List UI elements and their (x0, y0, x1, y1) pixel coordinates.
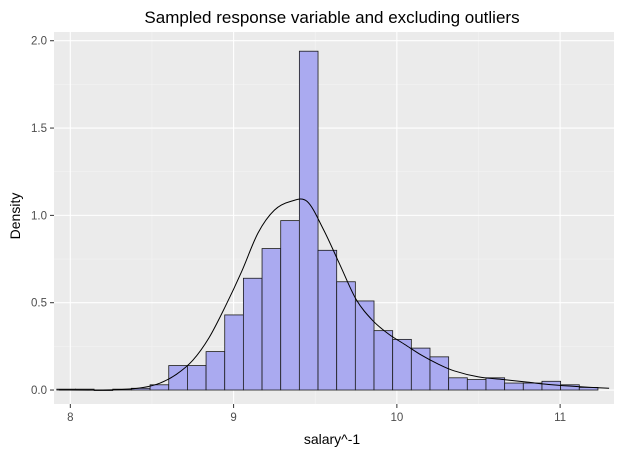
y-axis-ticks: 0.0 0.5 1.0 1.5 2.0 (31, 36, 54, 397)
histogram-bar (205, 351, 226, 391)
y-tick-label: 1.0 (31, 210, 47, 222)
y-tick-label: 0.5 (31, 298, 47, 310)
x-tick-label: 11 (554, 412, 566, 424)
histogram-bar (429, 356, 450, 391)
y-tick-label: 0.0 (31, 385, 47, 397)
chart-title: Sampled response variable and excluding … (144, 8, 519, 27)
histogram-bar (336, 281, 356, 391)
histogram-bar (466, 379, 487, 391)
histogram-bar (522, 382, 543, 391)
histogram-bar (504, 382, 524, 391)
histogram-bar (187, 365, 207, 391)
histogram-bar (280, 220, 300, 391)
histogram-bar (242, 277, 263, 391)
histogram-bar (317, 249, 338, 391)
density-curve (58, 198, 610, 391)
histogram-bar (298, 50, 319, 391)
y-tick-label: 2.0 (31, 36, 47, 48)
histogram-bar (261, 248, 282, 391)
y-axis-title: Density (7, 193, 23, 240)
x-tick-label: 9 (230, 412, 236, 424)
histogram-bars (56, 50, 599, 391)
histogram-bar (354, 300, 375, 391)
x-tick-label: 8 (67, 412, 73, 424)
histogram-bar (373, 330, 394, 391)
x-axis-ticks: 8 9 10 11 (67, 404, 566, 424)
histogram-bar (448, 377, 468, 391)
x-axis-title: salary^-1 (304, 431, 361, 447)
y-tick-label: 1.5 (31, 123, 47, 135)
x-tick-label: 10 (390, 412, 403, 424)
histogram-bar (224, 314, 244, 391)
